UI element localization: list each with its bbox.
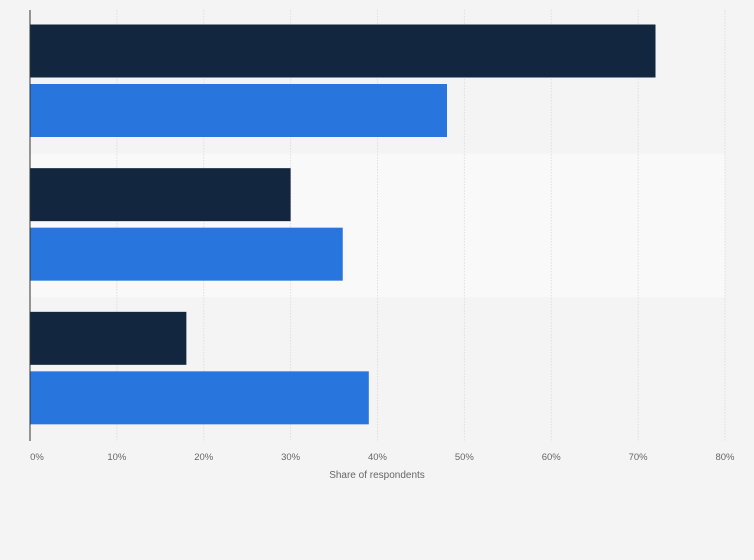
x-tick-label: 70% [629, 452, 649, 463]
x-axis-title: Share of respondents [329, 470, 425, 481]
bar-series-1-category-2 [30, 168, 291, 222]
x-tick-label: 20% [194, 452, 214, 463]
bar-series-1-category-3 [30, 311, 187, 365]
bar-series-2-category-2 [30, 227, 343, 281]
x-tick-label: 30% [281, 452, 301, 463]
x-tick-label: 60% [542, 452, 562, 463]
x-tick-label: 10% [107, 452, 127, 463]
bar-series-2-category-3 [30, 371, 369, 425]
bar-series-1-category-1 [30, 24, 656, 78]
x-tick-label: 0% [30, 452, 44, 463]
x-tick-label: 80% [715, 452, 735, 463]
x-tick-label: 40% [368, 452, 388, 463]
x-tick-label: 50% [455, 452, 475, 463]
bars [30, 24, 656, 425]
x-tick-labels: 0% 10% 20% 30% 40% 50% 60% 70% 80% [30, 452, 735, 463]
bar-series-2-category-1 [30, 84, 447, 137]
